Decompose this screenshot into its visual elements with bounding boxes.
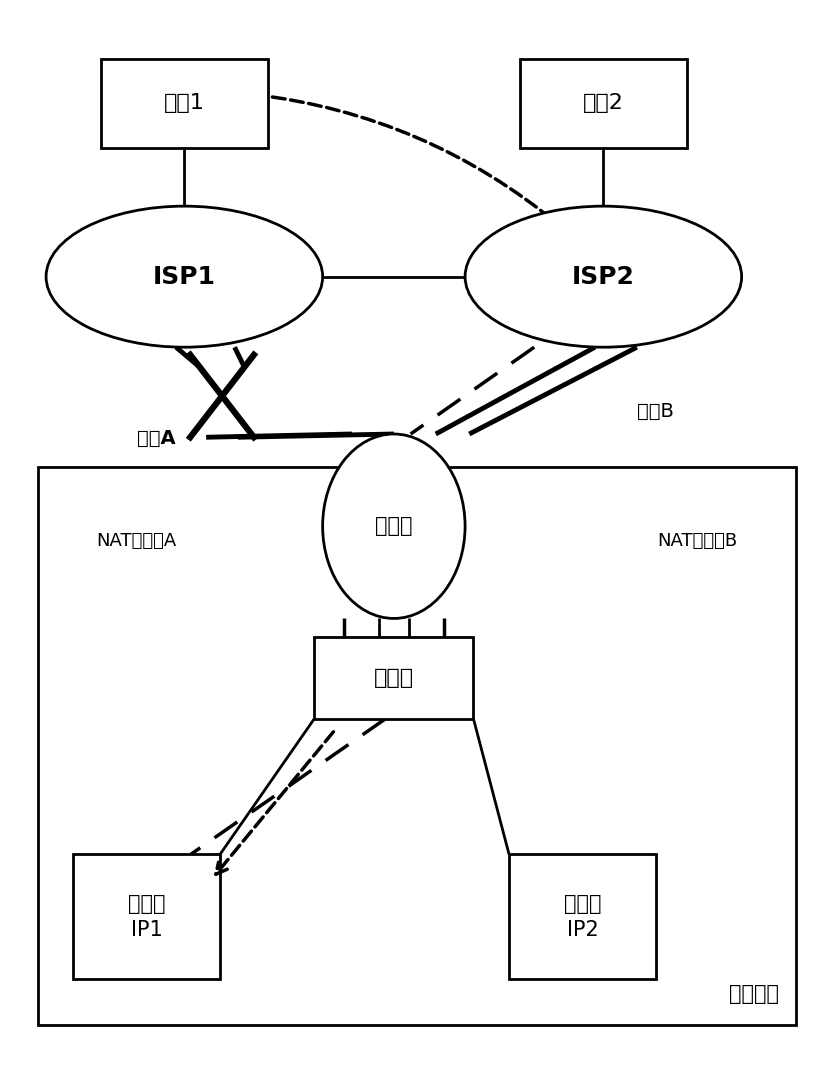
Text: 数据中心: 数据中心: [729, 984, 779, 1004]
Text: 服务器
IP2: 服务器 IP2: [564, 894, 601, 940]
Ellipse shape: [465, 206, 742, 347]
Text: 链路B: 链路B: [637, 401, 674, 421]
Text: 路由器: 路由器: [375, 516, 412, 536]
Bar: [314, 638, 473, 718]
Text: ISP2: ISP2: [572, 265, 635, 289]
Text: ISP1: ISP1: [153, 265, 216, 289]
Bar: [509, 855, 656, 979]
Text: 服务器
IP1: 服务器 IP1: [128, 894, 165, 940]
Text: 终端1: 终端1: [164, 93, 204, 113]
Text: 链路A: 链路A: [137, 429, 176, 448]
Bar: [38, 467, 796, 1025]
Circle shape: [323, 434, 465, 618]
Text: NAT服务器A: NAT服务器A: [96, 532, 177, 550]
Bar: [101, 59, 268, 148]
Text: NAT服务器B: NAT服务器B: [657, 532, 737, 550]
Text: 终端2: 终端2: [583, 93, 623, 113]
Ellipse shape: [46, 206, 323, 347]
Text: 交换机: 交换机: [374, 668, 414, 688]
Bar: [74, 855, 220, 979]
Bar: [520, 59, 687, 148]
